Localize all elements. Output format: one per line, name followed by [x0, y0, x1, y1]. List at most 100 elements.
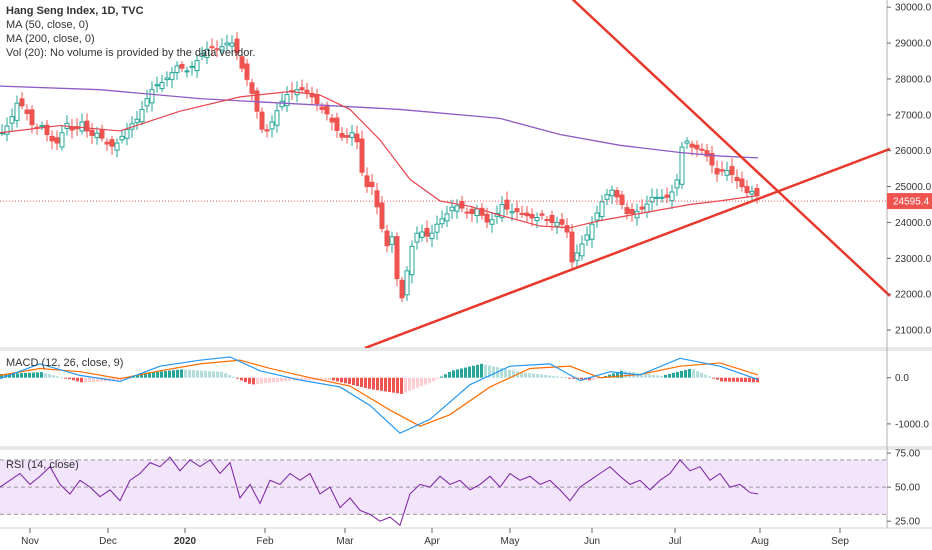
macd-histogram-bar — [288, 377, 291, 381]
macd-histogram-bar — [400, 377, 403, 394]
macd-line — [0, 356, 759, 434]
macd-histogram-bar — [388, 377, 391, 393]
macd-histogram-bar — [704, 374, 707, 378]
price-tick-label: 29000.0 — [895, 39, 932, 50]
candle-body — [529, 213, 535, 219]
time-axis[interactable]: Nov Dec 2020 Feb Mar Apr May Jun Jul Aug Sep — [21, 528, 849, 547]
candle-body — [344, 135, 350, 138]
macd-histogram-bar — [416, 377, 419, 388]
candle-body — [499, 203, 505, 219]
candle-body — [744, 186, 750, 194]
macd-histogram-bar — [372, 377, 375, 390]
last-price-label: 24595.4 — [893, 197, 930, 208]
macd-histogram-bar — [360, 377, 363, 387]
candle-body — [304, 89, 310, 93]
macd-histogram-bar — [176, 369, 179, 378]
macd-histogram-bar — [304, 377, 307, 381]
time-tick-label: Jun — [584, 536, 600, 547]
candle-body — [124, 129, 130, 139]
macd-pane — [0, 356, 759, 434]
macd-histogram-bar — [240, 377, 243, 381]
macd-histogram-bar — [348, 377, 351, 385]
candle-body — [309, 92, 315, 98]
macd-histogram-bar — [212, 371, 215, 378]
candle-body — [9, 116, 15, 124]
macd-histogram-bar — [148, 372, 151, 378]
macd-histogram-bar — [88, 377, 91, 383]
price-axis[interactable]: 30000.0 29000.0 28000.0 27000.0 26000.0 25000… — [887, 3, 932, 528]
candle-body — [379, 202, 385, 229]
macd-histogram-bar — [476, 364, 479, 378]
candle-body — [229, 42, 235, 47]
macd-histogram-bar — [160, 371, 163, 378]
macd-histogram-bar — [644, 373, 647, 378]
macd-histogram-bar — [568, 377, 571, 379]
candle-body — [414, 232, 420, 243]
candle-body — [249, 82, 255, 94]
candle-body — [329, 117, 335, 123]
candle-body — [174, 65, 180, 74]
macd-histogram-bar — [464, 367, 467, 378]
macd-histogram-bar — [152, 371, 155, 378]
candle-body — [654, 196, 660, 199]
candle-body — [279, 100, 285, 108]
price-pane — [0, 0, 891, 348]
macd-histogram-bar — [640, 373, 643, 378]
macd-histogram-bar — [392, 377, 395, 393]
candle-body — [364, 175, 370, 188]
macd-histogram-bar — [20, 373, 23, 378]
candle-body — [544, 218, 550, 221]
candle-body — [569, 231, 575, 263]
candle-body — [419, 231, 425, 238]
macd-histogram-bar — [184, 369, 187, 378]
candle-body — [349, 132, 355, 138]
macd-histogram-bar — [192, 370, 195, 378]
candle-body — [49, 135, 55, 142]
macd-histogram-bar — [180, 369, 183, 378]
candle-body — [299, 87, 305, 91]
candle-body — [54, 137, 60, 144]
macd-histogram-bar — [608, 374, 611, 378]
macd-histogram-bar — [364, 377, 367, 388]
macd-histogram-bar — [136, 374, 139, 378]
candle-body — [154, 84, 160, 87]
candle-body — [629, 208, 635, 214]
macd-histogram-bar — [412, 377, 415, 390]
macd-legend-label: MACD (12, 26, close, 9) — [6, 357, 124, 369]
candle-body — [134, 118, 140, 124]
macd-histogram-bar — [436, 377, 439, 379]
macd-tick-label: 0.0 — [895, 373, 909, 384]
candle-body — [359, 138, 365, 173]
macd-histogram-bar — [684, 369, 687, 378]
price-tick-label: 22000.0 — [895, 290, 932, 301]
candle-body — [234, 38, 240, 53]
macd-histogram-bar — [592, 377, 595, 380]
time-tick-label: Jul — [669, 536, 682, 547]
macd-histogram-bar — [504, 368, 507, 378]
time-tick-label: May — [501, 536, 520, 547]
candle-body — [389, 236, 395, 245]
macd-histogram-bar — [424, 377, 427, 385]
macd-signal-line — [0, 359, 759, 427]
candle-body — [534, 217, 540, 222]
macd-histogram-bar — [68, 377, 71, 380]
macd-histogram-bar — [244, 377, 247, 383]
macd-histogram-bar — [228, 375, 231, 378]
macd-histogram-bar — [220, 371, 223, 378]
macd-histogram-bar — [508, 369, 511, 378]
candle-body — [144, 98, 150, 107]
macd-histogram-bar — [340, 377, 343, 383]
candle-body — [119, 135, 125, 141]
candle-body — [84, 120, 90, 132]
macd-histogram-bar — [140, 373, 143, 378]
macd-histogram-bar — [132, 376, 135, 378]
candle-body — [679, 146, 685, 185]
macd-histogram-bar — [524, 372, 527, 378]
candle-body — [519, 212, 525, 215]
macd-histogram-bar — [652, 374, 655, 378]
macd-histogram-bar — [144, 372, 147, 378]
macd-histogram-bar — [396, 377, 399, 394]
candle-body — [159, 82, 165, 90]
candle-body — [589, 223, 595, 240]
